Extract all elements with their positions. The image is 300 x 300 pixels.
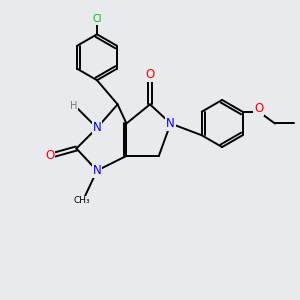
- Text: O: O: [45, 149, 55, 162]
- Text: Cl: Cl: [92, 14, 102, 24]
- Text: N: N: [93, 164, 101, 177]
- Text: CH₃: CH₃: [74, 196, 90, 206]
- Text: H: H: [70, 101, 77, 111]
- Text: O: O: [146, 68, 154, 81]
- Text: N: N: [93, 122, 101, 134]
- Text: O: O: [254, 102, 263, 115]
- Text: N: N: [166, 117, 175, 130]
